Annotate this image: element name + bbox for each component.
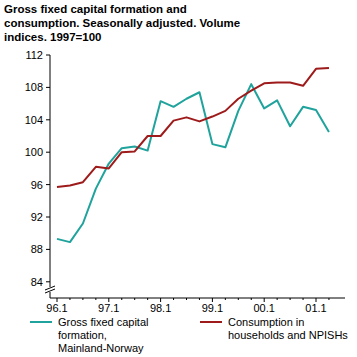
text-line: formation, [58, 329, 107, 341]
y-tick-label: 100 [25, 146, 43, 158]
series-group [57, 68, 329, 242]
x-tick [277, 298, 278, 300]
x-tick [69, 298, 70, 300]
y-tick [46, 249, 50, 250]
x-tick-label: 96.1 [46, 302, 67, 314]
y-tick-label: 112 [25, 49, 43, 61]
x-tick [290, 298, 291, 300]
legend-label: Consumption inhouseholds and NPISHs [228, 316, 348, 341]
y-tick [46, 87, 50, 88]
x-tick [134, 298, 135, 300]
axis-break-bg [45, 287, 55, 292]
x-axis [50, 298, 345, 299]
text-line: Gross fixed capital [58, 316, 148, 328]
x-tick [95, 298, 96, 300]
x-tick [328, 298, 329, 300]
y-tick [46, 55, 50, 56]
x-tick [238, 298, 239, 300]
y-tick [46, 281, 50, 282]
y-tick-label: 88 [31, 243, 43, 255]
chart: Gross fixed capital formation and consump… [0, 0, 357, 357]
x-tick [225, 298, 226, 300]
x-tick-label: 98.1 [150, 302, 171, 314]
x-tick-label: 97.1 [98, 302, 119, 314]
x-tick-label: 99.1 [202, 302, 223, 314]
axis-break [45, 289, 55, 293]
x-tick [173, 298, 174, 300]
text-line: Gross fixed capital formation and [4, 3, 187, 15]
y-tick [46, 217, 50, 218]
text-line: consumption. Seasonally adjusted. Volume [4, 17, 240, 29]
text-line: indices. 1997=100 [4, 31, 102, 43]
x-tick [251, 298, 252, 300]
series-line [57, 84, 329, 242]
y-tick [46, 152, 50, 153]
text-line: Mainland-Norway [58, 342, 144, 354]
title: Gross fixed capital formation and consump… [4, 3, 240, 43]
y-tick-label: 84 [31, 276, 43, 288]
y-tick-label: 92 [31, 211, 43, 223]
text-line: Consumption in [228, 316, 304, 328]
x-tick-label: 00.1 [253, 302, 274, 314]
x-tick [121, 298, 122, 300]
x-tick [82, 298, 83, 300]
x-tick [303, 298, 304, 300]
y-tick-label: 108 [25, 81, 43, 93]
legend-swatch [200, 321, 222, 323]
x-tick [199, 298, 200, 300]
x-tick [147, 298, 148, 300]
y-tick [46, 119, 50, 120]
series-line [57, 68, 329, 187]
x-tick-label: 01.1 [305, 302, 326, 314]
legend-swatch [30, 321, 52, 323]
y-axis [50, 55, 51, 298]
y-tick [46, 184, 50, 185]
text-line: households and NPISHs [228, 329, 348, 341]
x-tick [186, 298, 187, 300]
legend-label: Gross fixed capitalformation,Mainland-No… [58, 316, 148, 354]
y-tick-label: 104 [25, 114, 43, 126]
y-tick-label: 96 [31, 179, 43, 191]
